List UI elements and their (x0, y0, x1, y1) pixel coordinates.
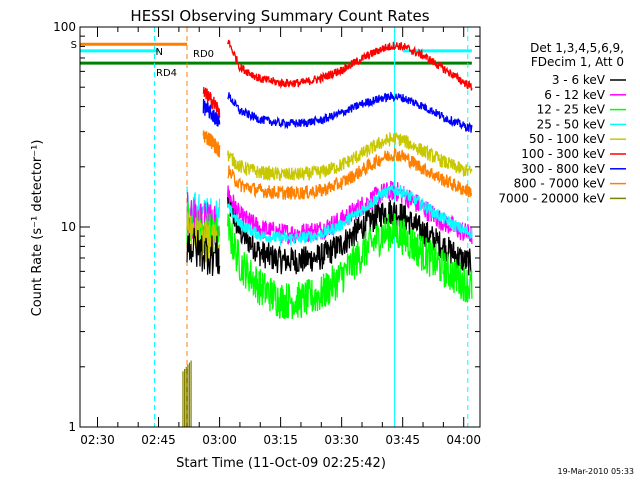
x-tick-label: 02:30 (80, 433, 115, 447)
flag-label: RD4 (156, 68, 177, 79)
x-tick-label: 02:45 (141, 433, 176, 447)
x-tick-label: 04:00 (446, 433, 481, 447)
legend-title-line-1: Det 1,3,4,5,6,9, (530, 41, 624, 55)
y-tick-label: 1 (68, 420, 76, 434)
flag-label: S (71, 40, 77, 51)
y-tick-label: 10 (61, 220, 76, 234)
legend-entry-label: 800 - 7000 keV (514, 177, 606, 191)
legend-entry-label: 300 - 800 keV (521, 162, 605, 176)
series-300-800-kev (227, 91, 473, 133)
series-50-100-kev (227, 131, 473, 182)
series-lines (182, 39, 473, 427)
legend: Det 1,3,4,5,6,9, FDecim 1, Att 0 3 - 6 k… (498, 41, 626, 205)
legend-entry-label: 100 - 300 keV (521, 147, 605, 161)
series-25-50-kev (227, 184, 473, 247)
x-tick-label: 03:15 (263, 433, 298, 447)
legend-entry-label: 12 - 25 keV (537, 103, 606, 117)
plot-frame (79, 26, 481, 428)
flag-label: RD0 (193, 49, 214, 60)
chart-title: HESSI Observing Summary Count Rates (130, 7, 429, 25)
x-axis-label: Start Time (11-Oct-09 02:25:42) (176, 456, 386, 471)
series-100-300-kev (227, 39, 473, 91)
lead-in-mixed (186, 212, 221, 266)
lead-in-orange (202, 130, 221, 158)
footer-date: 19-Mar-2010 05:33 (558, 467, 635, 476)
y-tick-label: 100 (53, 20, 76, 34)
lead-in-mixed (186, 227, 221, 277)
x-tick-label: 03:45 (385, 433, 420, 447)
legend-entry-label: 25 - 50 keV (537, 117, 606, 131)
legend-title-line-2: FDecim 1, Att 0 (531, 55, 624, 69)
x-tick-label: 03:30 (324, 433, 359, 447)
series-3-6-kev (227, 190, 473, 276)
series-800-7000-kev (227, 147, 473, 200)
legend-entry-label: 7000 - 20000 keV (498, 191, 605, 205)
x-axis-ticks: 02:30 02:45 03:00 03:15 03:30 03:45 04:00 (80, 27, 481, 447)
x-tick-label: 03:00 (202, 433, 237, 447)
flag-label: N (156, 47, 163, 58)
lead-in-red (202, 87, 221, 118)
lead-in-blue (202, 98, 221, 127)
y-axis-label: Count Rate (s⁻¹ detector⁻¹) (30, 140, 45, 317)
series-12-25-kev (227, 213, 473, 319)
legend-entry-label: 50 - 100 keV (529, 132, 606, 146)
series-6-12-kev (227, 180, 473, 245)
y-axis-ticks: 1 10 100 (53, 20, 480, 434)
legend-entry-label: 3 - 6 keV (552, 73, 606, 87)
legend-entry-label: 6 - 12 keV (544, 88, 606, 102)
